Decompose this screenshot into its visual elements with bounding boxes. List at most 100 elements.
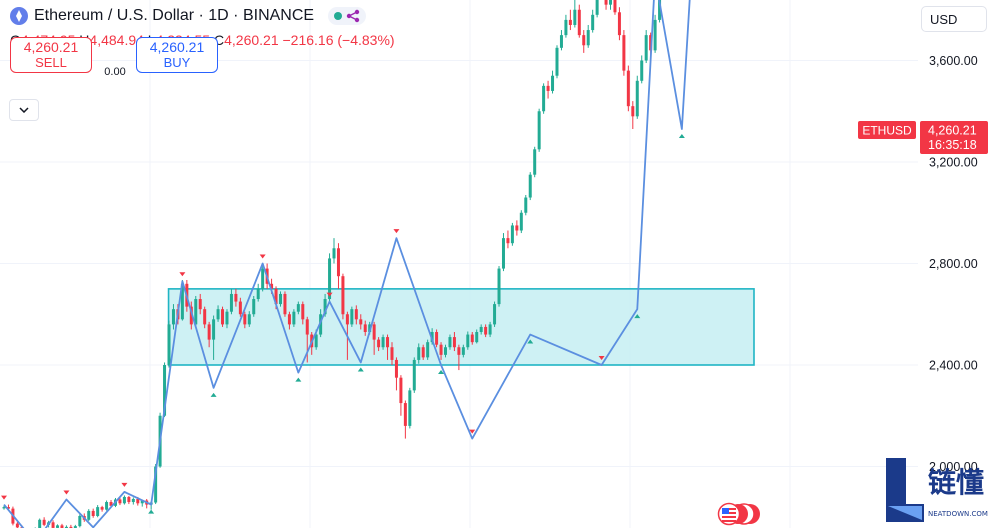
share-nodes-icon <box>346 9 360 23</box>
candle <box>528 172 532 201</box>
pivot-low-marker <box>438 370 445 374</box>
candle <box>555 45 559 79</box>
pivot-high-marker <box>259 254 266 259</box>
candle <box>229 288 233 315</box>
candle-body <box>363 324 367 333</box>
market-status-badge[interactable] <box>328 7 367 25</box>
candle-body <box>635 80 639 117</box>
symbol-title[interactable]: Ethereum / U.S. Dollar · 1D · BINANCE <box>10 7 367 25</box>
candle-body <box>626 70 630 107</box>
sell-label: SELL <box>35 55 67 70</box>
candle-body <box>292 311 296 325</box>
pivot-high-marker <box>179 272 186 277</box>
candle <box>278 291 282 307</box>
close-label: C <box>213 32 225 48</box>
candle <box>207 321 211 348</box>
candle-body <box>180 283 184 320</box>
candle <box>350 306 354 327</box>
candle <box>457 344 461 371</box>
candle-body <box>403 403 407 426</box>
candle-body <box>617 12 621 36</box>
candle-body <box>247 314 251 325</box>
candle <box>2 505 6 510</box>
candle <box>91 508 95 518</box>
candle-body <box>412 359 416 391</box>
candle-body <box>42 519 46 525</box>
candle <box>15 521 19 528</box>
watermark-brand: 链懂 <box>928 466 984 499</box>
candle <box>582 30 586 53</box>
candle <box>394 357 398 391</box>
candle-body <box>542 85 546 112</box>
candle <box>537 108 541 152</box>
candle-body <box>131 498 135 503</box>
candle <box>167 320 171 368</box>
candle <box>305 316 309 363</box>
candle-body <box>631 106 635 117</box>
candle-body <box>457 347 461 355</box>
candle-body <box>189 306 193 325</box>
candle-body <box>435 332 439 345</box>
candle <box>564 14 568 38</box>
us-flag-icon[interactable] <box>716 501 760 527</box>
candle-body <box>408 390 412 426</box>
candle <box>283 291 287 317</box>
candle <box>243 311 247 329</box>
candle-body <box>118 499 122 504</box>
candle <box>377 337 381 352</box>
candle <box>225 309 229 329</box>
candle-body <box>381 337 385 348</box>
pivot-high-marker <box>598 356 605 360</box>
sell-button[interactable]: 4,260.21 SELL <box>10 37 92 73</box>
pivot-low-marker <box>148 509 155 514</box>
candle-body <box>15 523 19 528</box>
pivot-high-marker <box>393 229 400 234</box>
candle <box>238 297 242 317</box>
candle-body <box>475 332 479 343</box>
chevron-down-icon <box>19 107 29 113</box>
candle <box>247 311 251 327</box>
candle-body <box>515 225 519 231</box>
candle-body <box>122 496 126 504</box>
buy-button[interactable]: 4,260.21 BUY <box>136 37 218 73</box>
candle <box>252 295 256 317</box>
candle-body <box>87 510 91 520</box>
pivot-low-marker <box>210 392 217 397</box>
pivot-high-marker <box>121 482 128 487</box>
collapse-legend-button[interactable] <box>9 99 39 121</box>
y-axis-tick-label: 2,400.00 <box>929 359 978 373</box>
candle <box>212 315 216 360</box>
candle-body <box>613 0 617 13</box>
pivot-low-marker <box>634 314 641 319</box>
pivot-low-marker <box>678 134 685 139</box>
candle <box>626 65 630 112</box>
candle <box>586 24 590 48</box>
candle-body <box>270 283 274 289</box>
candle-body <box>171 309 175 325</box>
candle <box>435 329 439 348</box>
candle <box>73 524 77 528</box>
candle-body <box>372 324 376 340</box>
candle <box>644 30 648 64</box>
candle <box>653 14 657 53</box>
watermark-site: NEATDOWN.COM <box>928 510 988 518</box>
candle-body <box>261 268 265 289</box>
candle <box>412 357 416 393</box>
ethereum-logo-icon <box>10 7 28 25</box>
candle <box>542 83 546 114</box>
y-axis-tick-label: 3,600.00 <box>929 54 978 68</box>
candle-body <box>555 47 559 76</box>
candle-body <box>452 337 456 348</box>
candle <box>421 344 425 360</box>
candle-body <box>60 525 64 528</box>
currency-select[interactable]: USD <box>921 6 987 32</box>
candle <box>461 344 465 358</box>
pivot-low-marker <box>527 339 534 344</box>
candle <box>577 4 581 38</box>
spread-value: 0.00 <box>104 66 126 78</box>
candle-body <box>506 238 510 244</box>
candle <box>287 311 291 330</box>
candle-body <box>167 324 171 365</box>
candle-body <box>493 304 497 325</box>
